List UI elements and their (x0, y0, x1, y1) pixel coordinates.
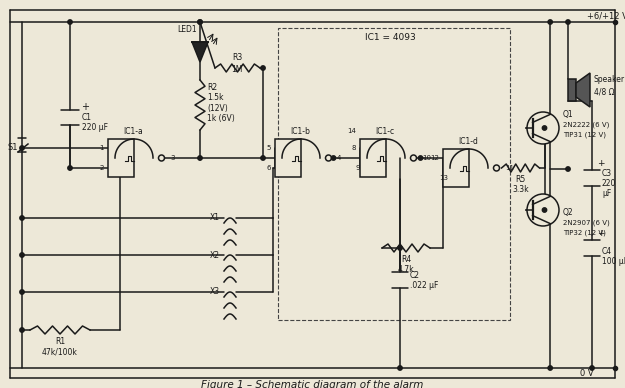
Circle shape (198, 20, 202, 24)
Text: C3: C3 (602, 170, 612, 178)
Text: LED1: LED1 (177, 26, 197, 35)
Text: 4: 4 (337, 155, 341, 161)
Text: C2: C2 (410, 272, 420, 281)
Text: Q1: Q1 (563, 109, 574, 118)
Text: IC1-d: IC1-d (458, 137, 478, 146)
Polygon shape (576, 73, 590, 107)
Circle shape (398, 366, 402, 370)
Circle shape (261, 66, 265, 70)
Circle shape (418, 156, 422, 160)
Text: 2: 2 (99, 165, 104, 171)
Text: S1: S1 (8, 144, 18, 152)
Text: 12: 12 (430, 155, 439, 161)
Bar (360, 139, 386, 177)
Bar (568, 79, 576, 101)
Circle shape (411, 155, 416, 161)
Text: IC1-b: IC1-b (290, 126, 310, 135)
Circle shape (527, 194, 559, 226)
Text: 100 μF: 100 μF (602, 258, 625, 267)
Text: 3.3k: 3.3k (512, 185, 529, 194)
Circle shape (542, 208, 547, 212)
Text: R1: R1 (55, 338, 65, 346)
Circle shape (68, 166, 72, 170)
Circle shape (326, 155, 331, 161)
Circle shape (198, 156, 202, 160)
Text: 1k (6V): 1k (6V) (207, 114, 235, 123)
Text: 1: 1 (99, 145, 104, 151)
Text: 3: 3 (170, 155, 174, 161)
Circle shape (542, 126, 547, 130)
Circle shape (159, 155, 164, 161)
Text: 4.7k: 4.7k (398, 265, 414, 274)
Text: 2N2907 (6 V): 2N2907 (6 V) (563, 220, 610, 226)
Circle shape (566, 167, 570, 171)
Circle shape (20, 216, 24, 220)
Bar (443, 149, 469, 187)
Circle shape (494, 165, 499, 171)
Text: 10: 10 (422, 155, 431, 161)
Text: R4: R4 (401, 255, 411, 263)
Text: 220: 220 (602, 180, 616, 189)
Circle shape (548, 20, 552, 24)
Text: 13: 13 (439, 175, 448, 181)
Text: IC1 = 4093: IC1 = 4093 (364, 33, 416, 43)
Text: 0 V: 0 V (580, 369, 594, 378)
Text: (12V): (12V) (207, 104, 227, 113)
Text: 1.5k: 1.5k (207, 94, 224, 102)
Circle shape (68, 20, 72, 24)
Text: 11: 11 (505, 165, 514, 171)
Text: R5: R5 (516, 175, 526, 184)
Bar (275, 139, 301, 177)
Text: μF: μF (602, 189, 611, 199)
Circle shape (198, 20, 202, 24)
Text: 8: 8 (351, 145, 356, 151)
Text: 4/8 Ω: 4/8 Ω (594, 88, 614, 97)
Text: Q2: Q2 (563, 208, 574, 218)
Text: C1: C1 (82, 114, 92, 123)
Text: IC1-a: IC1-a (123, 126, 143, 135)
Text: .022 μF: .022 μF (410, 282, 438, 291)
Text: 47k/100k: 47k/100k (42, 348, 78, 357)
Circle shape (20, 146, 24, 150)
Text: 5: 5 (267, 145, 271, 151)
Text: 220 μF: 220 μF (82, 123, 108, 132)
Circle shape (261, 156, 265, 160)
Text: 9: 9 (356, 165, 361, 171)
Polygon shape (192, 42, 208, 62)
Text: C4: C4 (602, 248, 612, 256)
Text: TIP31 (12 V): TIP31 (12 V) (563, 132, 606, 138)
Text: +: + (597, 159, 604, 168)
Text: IC1-c: IC1-c (376, 126, 394, 135)
Text: Speaker: Speaker (594, 76, 625, 85)
Text: R3: R3 (232, 52, 242, 62)
Bar (278, 28, 510, 320)
Text: X2: X2 (210, 251, 220, 260)
Text: X3: X3 (210, 288, 220, 296)
Text: 1M: 1M (231, 64, 242, 73)
Text: 14: 14 (347, 128, 356, 134)
Text: +: + (81, 102, 89, 112)
Bar (108, 139, 134, 177)
Text: Figure 1 – Schematic diagram of the alarm: Figure 1 – Schematic diagram of the alar… (201, 380, 424, 388)
Text: 2N2222 (6 V): 2N2222 (6 V) (563, 122, 609, 128)
Text: TIP32 (12 V): TIP32 (12 V) (563, 230, 606, 236)
Circle shape (20, 328, 24, 332)
Circle shape (590, 366, 594, 370)
Circle shape (20, 290, 24, 294)
Text: +6/+12 V: +6/+12 V (587, 12, 625, 21)
Text: +: + (597, 229, 604, 239)
Circle shape (566, 20, 570, 24)
Text: R2: R2 (207, 83, 217, 92)
Text: 6: 6 (266, 165, 271, 171)
Circle shape (527, 112, 559, 144)
Circle shape (331, 156, 336, 160)
Text: X1: X1 (210, 213, 220, 222)
Circle shape (20, 253, 24, 257)
Circle shape (398, 246, 402, 250)
Circle shape (548, 366, 552, 370)
